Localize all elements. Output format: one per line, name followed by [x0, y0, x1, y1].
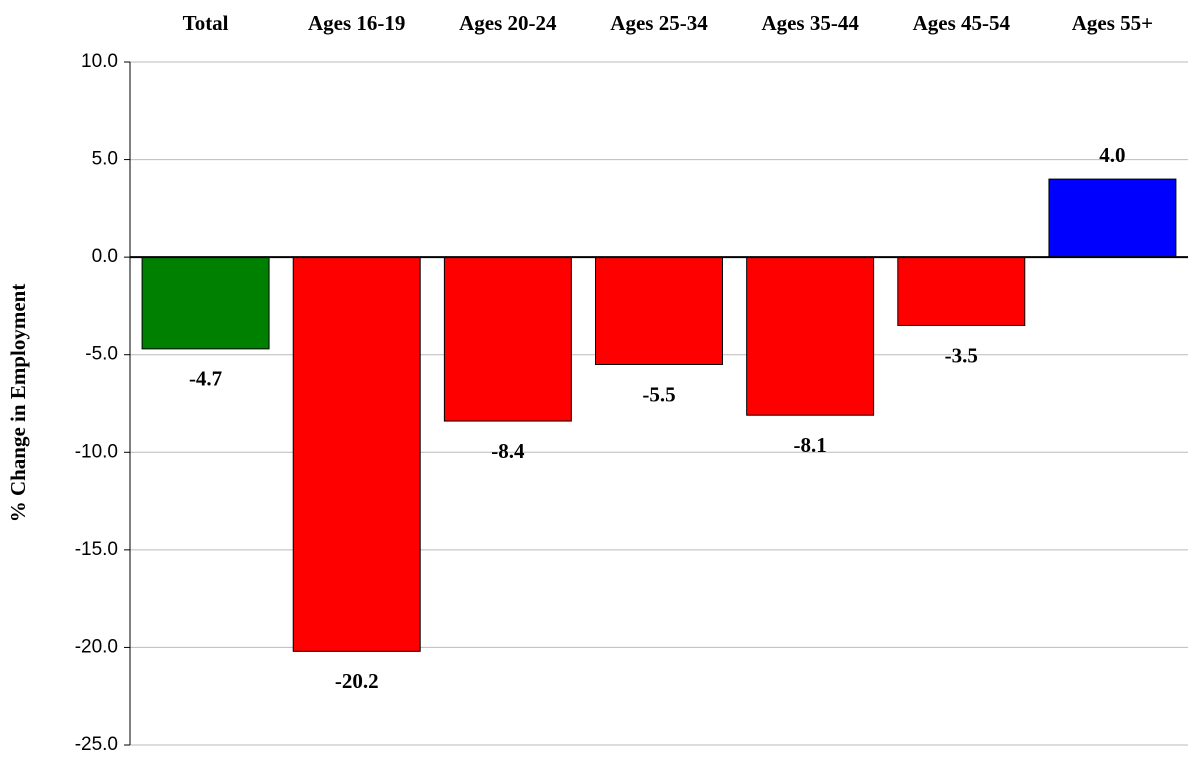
value-label: 4.0: [1099, 143, 1125, 167]
y-tick-label: -5.0: [85, 344, 118, 365]
category-label: Ages 45-54: [913, 11, 1011, 35]
value-label: -4.7: [189, 367, 222, 391]
category-label: Ages 55+: [1072, 11, 1153, 35]
value-label: -8.1: [794, 433, 827, 457]
value-label: -20.2: [335, 669, 379, 693]
category-label: Ages 16-19: [308, 11, 405, 35]
value-label: -5.5: [642, 382, 675, 406]
category-label: Total: [183, 11, 229, 35]
bar: [595, 256, 723, 365]
y-tick-label: 10.0: [81, 51, 118, 72]
bar: [141, 256, 270, 350]
bar: [292, 256, 421, 652]
y-tick-label: -10.0: [75, 441, 118, 462]
y-tick-label: -15.0: [75, 539, 118, 560]
category-label: Ages 20-24: [459, 11, 557, 35]
value-label: -8.4: [491, 439, 525, 463]
y-tick-label: -20.0: [75, 636, 118, 657]
value-label: -3.5: [945, 343, 978, 367]
y-tick-label: 0.0: [92, 246, 118, 267]
y-tick-label: 5.0: [92, 149, 118, 170]
category-label: Ages 25-34: [610, 11, 708, 35]
y-tick-label: -25.0: [75, 734, 118, 755]
category-label: Ages 35-44: [761, 11, 859, 35]
bar: [1048, 178, 1177, 258]
bar: [746, 256, 875, 416]
bar: [443, 256, 572, 422]
bar: [897, 256, 1026, 326]
y-axis-label: % Change in Employment: [6, 284, 30, 523]
